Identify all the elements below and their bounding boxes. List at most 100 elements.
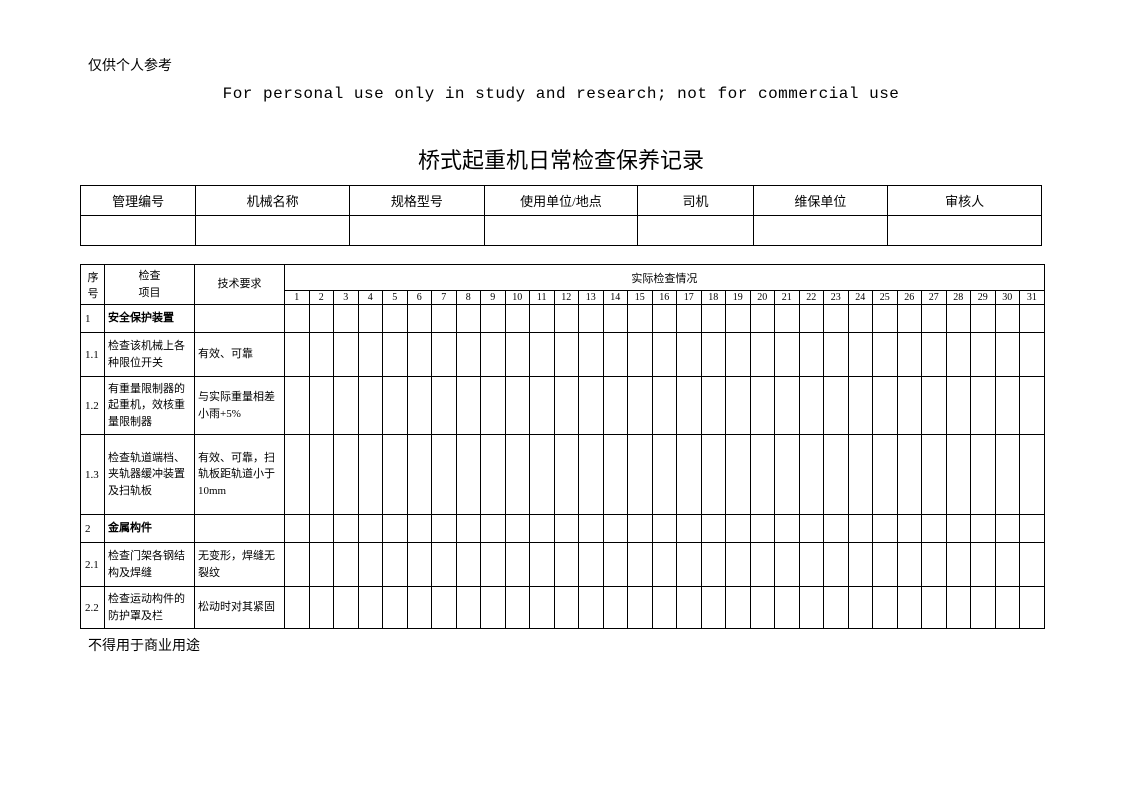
day-cell	[677, 543, 702, 587]
day-cell	[358, 515, 383, 543]
day-cell	[505, 305, 530, 333]
header-label: 管理编号	[81, 186, 196, 216]
day-cell	[995, 587, 1020, 629]
day-header: 7	[432, 291, 457, 305]
table-row: 1.3检查轨道端档、夹轨器缓冲装置及扫轨板有效、可靠，扫轨板距轨道小于10mm	[81, 435, 1045, 515]
day-cell	[873, 435, 898, 515]
day-cell	[358, 543, 383, 587]
day-cell	[922, 515, 947, 543]
day-cell	[481, 587, 506, 629]
day-cell	[750, 543, 775, 587]
col-item: 检查项目	[105, 265, 195, 305]
day-cell	[628, 435, 653, 515]
day-cell	[456, 305, 481, 333]
day-cell	[848, 377, 873, 435]
day-cell	[285, 305, 310, 333]
header-label-row: 管理编号机械名称规格型号使用单位/地点司机维保单位审核人	[81, 186, 1042, 216]
day-cell	[701, 587, 726, 629]
day-cell	[799, 333, 824, 377]
day-cell	[799, 587, 824, 629]
day-cell	[775, 435, 800, 515]
day-cell	[334, 305, 359, 333]
day-cell	[1020, 377, 1045, 435]
day-header: 18	[701, 291, 726, 305]
cell-req	[195, 305, 285, 333]
day-cell	[946, 435, 971, 515]
day-cell	[628, 515, 653, 543]
day-cell	[554, 377, 579, 435]
day-header: 24	[848, 291, 873, 305]
day-cell	[873, 377, 898, 435]
day-cell	[750, 435, 775, 515]
day-cell	[726, 305, 751, 333]
day-cell	[481, 435, 506, 515]
day-header: 11	[530, 291, 555, 305]
disclaimer-text: For personal use only in study and resea…	[80, 85, 1042, 103]
day-cell	[726, 435, 751, 515]
day-cell	[897, 515, 922, 543]
day-cell	[603, 333, 628, 377]
day-cell	[456, 435, 481, 515]
day-header: 28	[946, 291, 971, 305]
day-cell	[824, 515, 849, 543]
cell-num: 2	[81, 515, 105, 543]
day-header: 22	[799, 291, 824, 305]
day-cell	[922, 543, 947, 587]
day-cell	[432, 543, 457, 587]
day-cell	[456, 543, 481, 587]
day-cell	[775, 587, 800, 629]
day-cell	[1020, 515, 1045, 543]
day-cell	[432, 435, 457, 515]
table-row: 1.1检查该机械上各种限位开关有效、可靠	[81, 333, 1045, 377]
main-table: 序号检查项目技术要求实际检查情况123456789101112131415161…	[80, 264, 1045, 629]
day-cell	[285, 543, 310, 587]
header-value	[484, 216, 638, 246]
page-title: 桥式起重机日常检查保养记录	[80, 143, 1042, 175]
day-cell	[285, 435, 310, 515]
day-cell	[873, 305, 898, 333]
day-cell	[799, 305, 824, 333]
day-cell	[285, 515, 310, 543]
day-cell	[726, 587, 751, 629]
day-cell	[407, 435, 432, 515]
day-cell	[848, 435, 873, 515]
day-cell	[848, 305, 873, 333]
day-cell	[946, 587, 971, 629]
day-cell	[971, 377, 996, 435]
day-cell	[554, 435, 579, 515]
cell-req	[195, 515, 285, 543]
day-cell	[285, 587, 310, 629]
day-cell	[530, 305, 555, 333]
day-cell	[334, 435, 359, 515]
day-cell	[971, 435, 996, 515]
day-header: 1	[285, 291, 310, 305]
day-cell	[799, 435, 824, 515]
day-cell	[873, 515, 898, 543]
day-cell	[334, 587, 359, 629]
day-cell	[824, 333, 849, 377]
day-cell	[530, 333, 555, 377]
day-cell	[334, 515, 359, 543]
header-value-row	[81, 216, 1042, 246]
day-cell	[309, 305, 334, 333]
header-label: 使用单位/地点	[484, 186, 638, 216]
day-cell	[530, 515, 555, 543]
day-cell	[652, 333, 677, 377]
main-tbody: 序号检查项目技术要求实际检查情况123456789101112131415161…	[81, 265, 1045, 629]
day-header: 4	[358, 291, 383, 305]
day-cell	[848, 515, 873, 543]
day-cell	[775, 305, 800, 333]
day-cell	[652, 305, 677, 333]
cell-num: 1.1	[81, 333, 105, 377]
day-cell	[309, 587, 334, 629]
day-cell	[848, 543, 873, 587]
section-row: 2金属构件	[81, 515, 1045, 543]
day-cell	[995, 543, 1020, 587]
day-header: 21	[775, 291, 800, 305]
day-cell	[481, 305, 506, 333]
day-cell	[995, 515, 1020, 543]
day-cell	[603, 377, 628, 435]
day-cell	[946, 305, 971, 333]
day-cell	[432, 305, 457, 333]
day-cell	[897, 435, 922, 515]
